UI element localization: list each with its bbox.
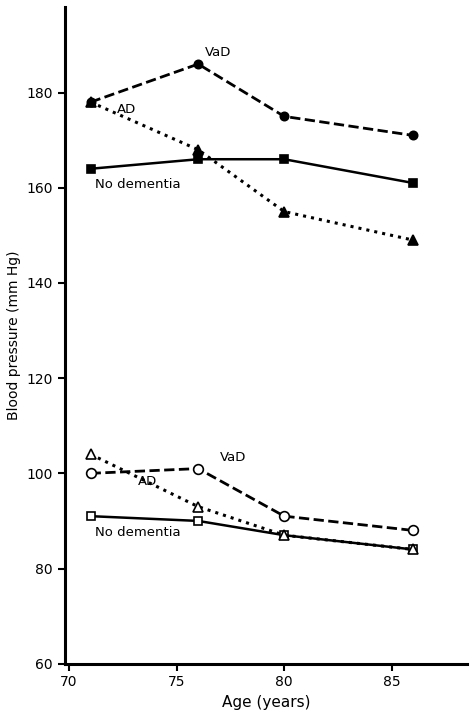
Text: VaD: VaD (205, 47, 231, 60)
Text: AD: AD (138, 475, 157, 488)
Text: No dementia: No dementia (95, 179, 181, 191)
Y-axis label: Blood pressure (mm Hg): Blood pressure (mm Hg) (7, 250, 21, 420)
Text: VaD: VaD (219, 451, 246, 464)
X-axis label: Age (years): Age (years) (222, 695, 310, 710)
Text: AD: AD (117, 103, 136, 116)
Text: No dementia: No dementia (95, 526, 181, 538)
